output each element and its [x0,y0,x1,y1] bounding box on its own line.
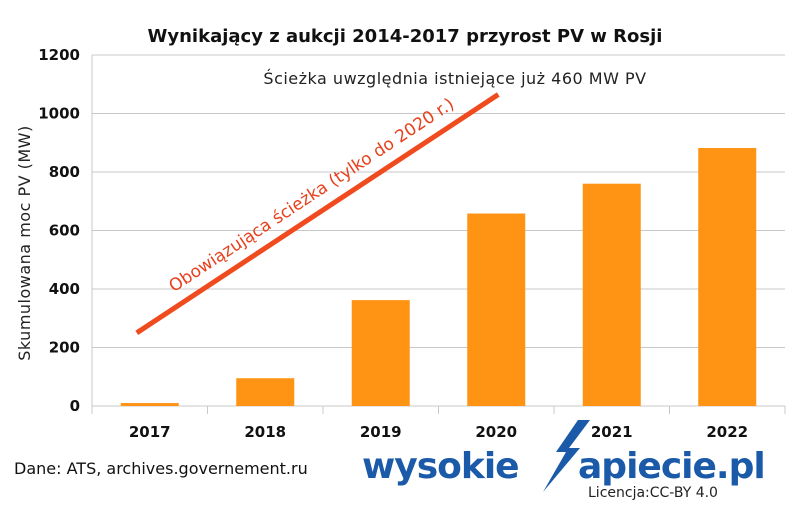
bar-2021 [582,183,641,406]
x-tick-label: 2020 [475,423,517,441]
y-axis-ticks: 0 200 400 600 800 1000 1200 [38,46,80,415]
x-tick-label: 2017 [129,423,171,441]
brand-logo: wysokie apiecie.pl [362,420,766,492]
x-axis-ticks: 2017 2018 2019 2020 2021 2022 [129,423,748,441]
y-tick-label: 1200 [38,46,80,64]
y-tick-label: 1000 [38,105,80,123]
annotation-note: Ścieżka uwzględnia istniejące już 460 MW… [263,69,646,88]
bar-2019 [351,300,410,406]
path-line-label: Obowiązująca ścieżka (tylko do 2020 r.) [166,94,458,296]
y-tick-label: 0 [70,397,80,415]
brand-text-right: apiecie.pl [578,446,765,487]
chart-title: Wynikający z aukcji 2014-2017 przyrost P… [148,26,663,47]
bar-2018 [236,378,295,406]
license-text: Licencja:CC-BY 4.0 [588,485,718,501]
y-tick-label: 600 [49,222,80,240]
y-tick-label: 200 [49,339,80,357]
source-text: Dane: ATS, archives.governement.ru [14,459,308,478]
bar-2017 [120,403,179,406]
x-tick-label: 2021 [591,423,633,441]
bar-2020 [467,213,526,406]
x-tick-label: 2018 [244,423,286,441]
x-tick-label: 2022 [706,423,748,441]
bars [120,148,757,406]
bar-2022 [698,148,757,406]
path-line [135,92,500,335]
y-tick-label: 800 [49,163,80,181]
y-tick-label: 400 [49,280,80,298]
y-axis-label: Skumulowana moc PV (MW) [15,125,34,361]
lightning-bolt-icon [543,420,590,492]
x-tick-label: 2019 [360,423,402,441]
brand-text-left: wysokie [362,446,519,487]
